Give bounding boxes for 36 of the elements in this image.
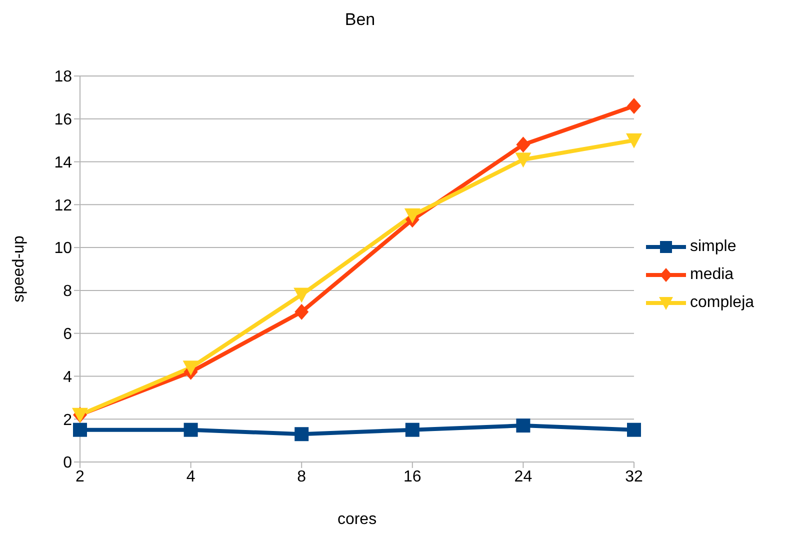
legend-label: simple <box>690 238 736 256</box>
point <box>73 422 87 437</box>
point <box>294 427 309 442</box>
point <box>516 418 530 433</box>
chart-title: Ben <box>344 10 376 30</box>
point <box>184 422 198 437</box>
point <box>515 152 532 168</box>
point <box>182 360 199 376</box>
x-tick-label: 4 <box>186 468 196 486</box>
y-tick-label: 4 <box>63 368 72 386</box>
y-tick-label: 6 <box>63 326 72 344</box>
x-tick-label: 8 <box>297 468 306 486</box>
point <box>627 422 641 437</box>
x-tick-label: 32 <box>625 468 643 486</box>
y-tick-label: 2 <box>63 412 72 429</box>
y-tick-label: 10 <box>54 240 72 258</box>
y-tick-label: 12 <box>54 197 72 214</box>
point <box>405 422 420 437</box>
x-tick-label: 16 <box>404 468 422 486</box>
point <box>626 133 642 148</box>
x-axis-title: cores <box>337 511 377 528</box>
y-tick-label: 0 <box>63 454 72 472</box>
x-tick-label: 24 <box>514 468 532 486</box>
y-tick-label: 14 <box>54 154 72 172</box>
point <box>404 208 420 224</box>
point <box>627 98 641 114</box>
y-tick-label: 8 <box>63 283 72 300</box>
point <box>294 288 310 303</box>
point <box>294 304 309 320</box>
x-tick-label: 2 <box>76 468 85 486</box>
y-axis-title: speed-up <box>10 236 28 302</box>
y-tick-label: 16 <box>54 112 72 129</box>
y-tick-label: 18 <box>54 68 72 86</box>
point <box>516 136 530 153</box>
legend-label: compleja <box>690 294 754 312</box>
legend-label: media <box>690 266 734 284</box>
